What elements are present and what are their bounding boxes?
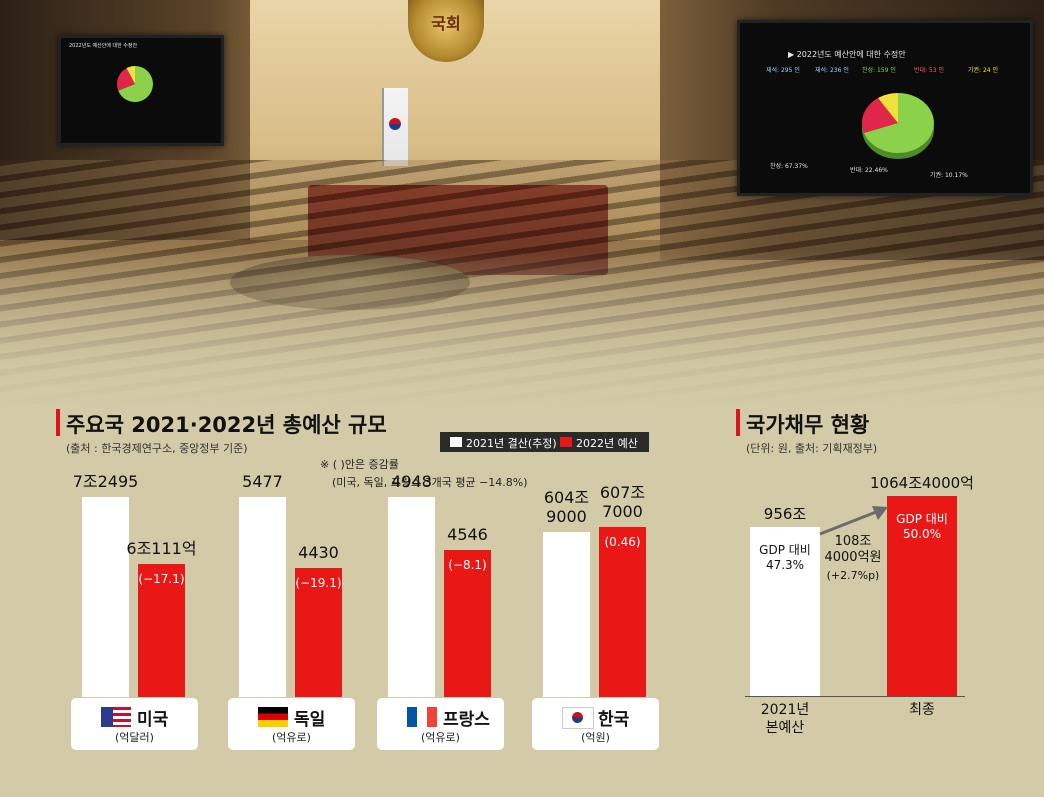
left-title-accent [56,409,60,436]
right-screen-stat-1: 재석: 236 인 [815,67,849,74]
country-unit-0: (억달러) [115,731,154,744]
emblem-text: 국회 [431,14,461,33]
change-label-0: (−17.1) [138,572,185,587]
change-label-1: (−19.1) [295,575,342,590]
country-box-3: 한국 (억원) [531,697,660,751]
debt-bar-1 [887,496,957,696]
left-vote-screen: 2022년도 예산안에 대한 수정안 [58,35,224,146]
right-screen-stat-2: 찬성: 159 인 [862,67,896,74]
right-screen-title: ▶ 2022년도 예산안에 대한 수정안 [788,50,906,59]
germany-flag-icon [258,707,288,727]
right-screen-pie [861,92,934,159]
country-name-2: 프랑스 [443,710,490,730]
debt-value-0: 956조 [763,505,807,524]
right-vote-screen: ▶ 2022년도 예산안에 대한 수정안 재석: 295 인 재석: 236 인… [737,20,1033,196]
debt-category-1: 최종 [909,702,935,718]
debt-inner-0: GDP 대비 47.3% [759,543,811,573]
assembly-emblem: 국회 [408,0,484,62]
bar-2022-1 [295,567,342,697]
country-name-3: 한국 [598,710,630,730]
left-screen-title: 2022년도 예산안에 대한 수정안 [69,43,138,49]
label-2022-2: 4546 [447,524,488,544]
legend-white-swatch [450,437,462,447]
legend-red-swatch [560,437,572,447]
country-box-0: 미국 (억달러) [70,697,199,751]
debt-diff-line2: 4000억원 [824,550,882,565]
label-2021-3: 604조 9000 [543,487,590,526]
country-name-1: 독일 [294,710,326,730]
note-line-2: (미국, 독일, 프랑스 3개국 평균 −14.8%) [332,476,528,489]
debt-diff-line1: 108조 [834,534,872,549]
label-2022-3: 607조 7000 [599,483,646,521]
change-label-2: (−8.1) [448,557,487,572]
increase-arrow-icon [819,506,888,536]
photo-fade [0,250,1044,410]
right-title-accent [736,409,740,436]
country-unit-1: (억유로) [272,731,311,744]
country-name-0: 미국 [137,710,169,730]
right-screen-legend-2: 기권: 10.17% [930,172,968,179]
us-flag-icon [101,707,131,727]
bar-2022-2 [444,549,491,697]
label-2021-0: 7조2495 [72,472,139,491]
debt-diff-line3: (+2.7%p) [826,569,880,582]
bar-2021-2 [388,497,435,697]
country-unit-3: (억원) [581,731,610,744]
right-screen-stat-3: 반대: 53 인 [914,67,945,74]
bar-2022-3 [599,527,646,697]
right-screen-stat-0: 재석: 295 인 [766,67,800,74]
bar-2022-0 [138,564,185,697]
debt-value-1: 1064조4000억 [870,474,974,492]
country-box-2: 프랑스 (억유로) [376,697,505,751]
right-screen-legend-1: 반대: 22.46% [850,167,888,174]
debt-category-0: 2021년 본예산 [760,702,810,736]
label-2021-2: 4948 [391,472,432,491]
country-unit-2: (억유로) [421,731,460,744]
left-screen-pie [116,66,153,102]
korean-flag [382,88,408,166]
left-chart-source: (출처 : 한국경제연구소, 중앙정부 기준) [66,442,248,455]
assembly-photo: 국회 2022년도 예산안에 대한 수정안 ▶ 2022년도 예산안에 대한 수… [0,0,1044,410]
note-line-1: ※ ( )안은 증감률 [320,458,399,471]
label-2021-1: 5477 [242,472,283,491]
change-label-3: (0.46) [604,535,641,549]
right-screen-legend-0: 찬성: 67.37% [770,163,808,170]
country-box-1: 독일 (억유로) [227,697,356,751]
left-chart-legend: 2021년 결산(추정) 2022년 예산 [440,432,649,452]
legend-red-label: 2022년 예산 [576,437,638,450]
right-chart-source: (단위: 원, 출처: 기획재정부) [746,442,878,455]
label-2022-1: 4430 [298,542,339,562]
debt-bar-0 [750,527,820,696]
label-2022-0: 6조111억 [126,539,197,559]
legend-white-label: 2021년 결산(추정) [466,437,557,450]
right-chart-title: 국가채무 현황 [746,413,870,437]
bar-2021-3 [543,531,590,697]
bar-2021-1 [239,497,286,697]
right-screen-stat-4: 기권: 24 인 [968,67,999,74]
bar-2021-0 [82,497,129,697]
debt-baseline [745,696,965,697]
korea-flag-icon [562,707,594,729]
left-chart-title: 주요국 2021·2022년 총예산 규모 [66,413,387,437]
france-flag-icon [407,707,437,727]
debt-inner-1: GDP 대비 50.0% [896,512,948,541]
